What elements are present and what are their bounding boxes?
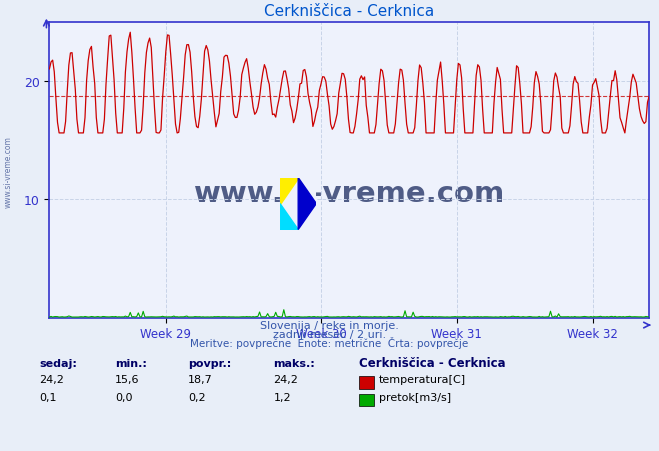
Text: Meritve: povprečne  Enote: metrične  Črta: povprečje: Meritve: povprečne Enote: metrične Črta:… (190, 336, 469, 348)
Text: pretok[m3/s]: pretok[m3/s] (379, 392, 451, 402)
Text: 0,2: 0,2 (188, 392, 206, 402)
Text: zadnji mesec / 2 uri.: zadnji mesec / 2 uri. (273, 329, 386, 339)
Text: povpr.:: povpr.: (188, 358, 231, 368)
Text: 0,0: 0,0 (115, 392, 133, 402)
Text: 1,2: 1,2 (273, 392, 291, 402)
Text: sedaj:: sedaj: (40, 358, 77, 368)
Text: www.si-vreme.com: www.si-vreme.com (194, 180, 505, 208)
Text: 18,7: 18,7 (188, 374, 213, 384)
Text: maks.:: maks.: (273, 358, 315, 368)
Polygon shape (298, 178, 316, 230)
Text: min.:: min.: (115, 358, 147, 368)
Polygon shape (280, 178, 298, 204)
Text: Cerkniščica - Cerknica: Cerkniščica - Cerknica (359, 356, 505, 369)
Text: 24,2: 24,2 (273, 374, 299, 384)
Text: www.si-vreme.com: www.si-vreme.com (3, 135, 13, 207)
Polygon shape (280, 204, 298, 230)
Text: 24,2: 24,2 (40, 374, 65, 384)
Text: 15,6: 15,6 (115, 374, 140, 384)
Title: Cerkniščica - Cerknica: Cerkniščica - Cerknica (264, 4, 434, 18)
Text: temperatura[C]: temperatura[C] (379, 374, 466, 384)
Text: 0,1: 0,1 (40, 392, 57, 402)
Text: Slovenija / reke in morje.: Slovenija / reke in morje. (260, 320, 399, 330)
